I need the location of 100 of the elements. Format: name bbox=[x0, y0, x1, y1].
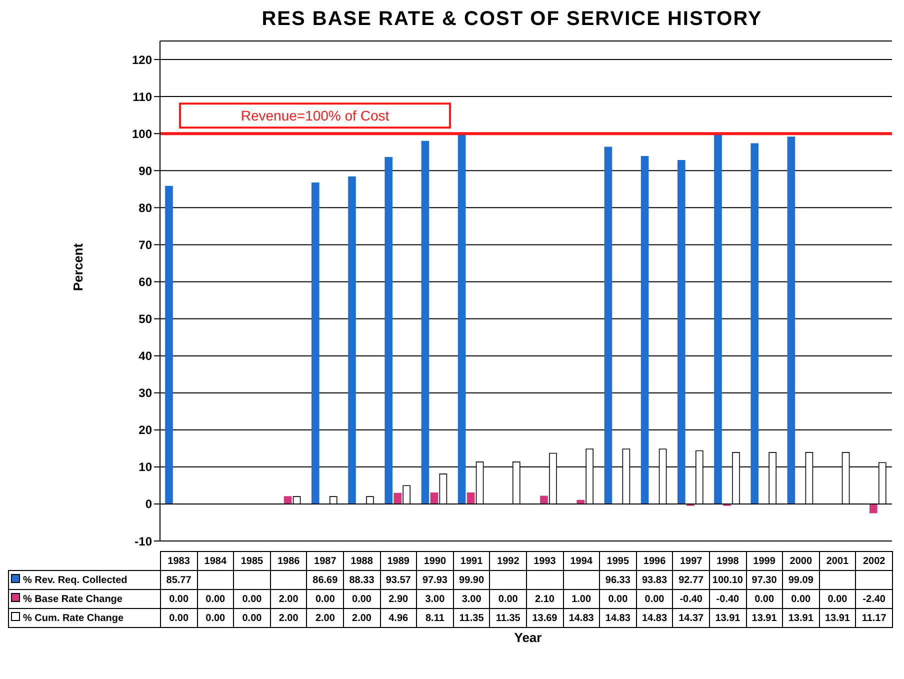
data-label: 11.17 bbox=[856, 608, 892, 628]
x-tick-label: 1997 bbox=[672, 552, 710, 570]
y-tick-label: -10 bbox=[134, 534, 152, 548]
callout-box: Revenue=100% of Cost bbox=[179, 102, 451, 129]
x-axis-title: Year bbox=[513, 630, 543, 645]
x-tick-label: 1988 bbox=[343, 552, 380, 570]
x-tick-label: 2001 bbox=[819, 552, 856, 570]
data-label: 97.93 bbox=[416, 570, 454, 590]
data-label: 2.00 bbox=[343, 608, 380, 628]
bar bbox=[540, 496, 548, 504]
data-label: 96.33 bbox=[600, 570, 636, 590]
y-tick-label: 120 bbox=[132, 52, 152, 67]
data-label: 0.00 bbox=[160, 590, 198, 608]
y-tick-label: 110 bbox=[132, 90, 152, 104]
bar bbox=[458, 134, 466, 504]
x-tick-label: 1995 bbox=[600, 552, 636, 570]
y-tick-label: 40 bbox=[138, 349, 152, 364]
data-label: -0.40 bbox=[709, 590, 746, 608]
data-label: 14.83 bbox=[636, 608, 673, 628]
data-label: 3.00 bbox=[453, 590, 490, 608]
data-label: 0.00 bbox=[234, 590, 270, 608]
data-label: 2.00 bbox=[306, 608, 344, 628]
y-tick-label: 90 bbox=[138, 164, 152, 178]
legend-label: % Base Rate Change bbox=[8, 590, 160, 608]
data-label: 0.00 bbox=[343, 590, 380, 608]
bar bbox=[165, 186, 173, 504]
data-label: 11.35 bbox=[490, 608, 526, 628]
bar bbox=[394, 492, 402, 504]
data-label: 14.37 bbox=[672, 608, 710, 628]
data-label: 2.00 bbox=[270, 608, 307, 628]
x-tick-label: 1989 bbox=[380, 552, 417, 570]
data-label: 13.91 bbox=[782, 608, 820, 628]
y-tick-label: 60 bbox=[138, 275, 152, 289]
data-label: 93.57 bbox=[380, 570, 417, 590]
data-label: 0.00 bbox=[234, 608, 270, 628]
x-tick-label: 1992 bbox=[490, 552, 526, 570]
data-label: 2.00 bbox=[270, 590, 307, 608]
bar bbox=[421, 140, 430, 504]
y-tick-label: 10 bbox=[138, 460, 152, 474]
legend-label: % Rev. Req. Collected bbox=[8, 570, 160, 590]
x-tick-label: 1999 bbox=[746, 552, 783, 570]
y-tick-label: 0 bbox=[145, 497, 152, 512]
data-label: 0.00 bbox=[782, 590, 820, 608]
data-label: 0.00 bbox=[600, 590, 636, 608]
x-tick-label: 1998 bbox=[709, 552, 746, 570]
bar bbox=[750, 143, 758, 504]
data-label: 13.91 bbox=[819, 608, 856, 628]
x-tick-label: 1987 bbox=[306, 552, 344, 570]
data-label: -0.40 bbox=[672, 590, 710, 608]
x-tick-label: 1984 bbox=[197, 552, 234, 570]
data-label: 0.00 bbox=[819, 590, 856, 608]
bar bbox=[604, 146, 612, 504]
x-tick-label: 1985 bbox=[234, 552, 270, 570]
data-label: 100.10 bbox=[709, 570, 746, 590]
data-label: 13.91 bbox=[746, 608, 783, 628]
data-label: 14.83 bbox=[600, 608, 636, 628]
data-label: 0.00 bbox=[306, 590, 344, 608]
data-label: 97.30 bbox=[746, 570, 783, 590]
data-label: 0.00 bbox=[636, 590, 673, 608]
bar bbox=[787, 136, 796, 504]
bar bbox=[640, 156, 649, 504]
x-tick-label: 1996 bbox=[636, 552, 673, 570]
data-label: 93.83 bbox=[636, 570, 673, 590]
y-tick-label: 50 bbox=[138, 312, 152, 326]
y-tick-label: 80 bbox=[138, 200, 152, 215]
data-label: 92.77 bbox=[672, 570, 710, 590]
data-label: 0.00 bbox=[197, 608, 234, 628]
data-label: 0.00 bbox=[746, 590, 783, 608]
y-tick-label: 20 bbox=[138, 423, 152, 438]
legend-label: % Cum. Rate Change bbox=[8, 608, 160, 628]
y-axis-title: Percent bbox=[70, 242, 86, 291]
data-label: 11.35 bbox=[453, 608, 490, 628]
data-label: 0.00 bbox=[197, 590, 234, 608]
data-label: 2.10 bbox=[526, 590, 564, 608]
data-label: 4.96 bbox=[380, 608, 417, 628]
x-tick-label: 1986 bbox=[270, 552, 307, 570]
data-label: 14.83 bbox=[563, 608, 600, 628]
x-tick-label: 1990 bbox=[416, 552, 454, 570]
data-label: 85.77 bbox=[160, 570, 198, 590]
y-tick-label: 70 bbox=[138, 238, 152, 252]
data-label: -2.40 bbox=[856, 590, 892, 608]
y-tick-label: 30 bbox=[138, 386, 152, 400]
ref-line-label: Revenue=100% of Cost bbox=[240, 108, 390, 124]
data-label: 1.00 bbox=[563, 590, 600, 608]
data-label: 86.69 bbox=[306, 570, 344, 590]
data-label: 8.11 bbox=[416, 608, 454, 628]
bar bbox=[348, 176, 356, 504]
data-label: 99.09 bbox=[782, 570, 820, 590]
data-label: 13.69 bbox=[526, 608, 564, 628]
data-label: 88.33 bbox=[343, 570, 380, 590]
bar bbox=[677, 160, 686, 504]
bar bbox=[384, 157, 392, 504]
data-label: 0.00 bbox=[160, 608, 198, 628]
bar bbox=[869, 504, 878, 514]
data-label: 0.00 bbox=[490, 590, 526, 608]
x-tick-label: 2000 bbox=[782, 552, 820, 570]
x-tick-label: 2002 bbox=[856, 552, 892, 570]
data-label: 2.90 bbox=[380, 590, 417, 608]
data-label: 3.00 bbox=[416, 590, 454, 608]
x-tick-label: 1983 bbox=[160, 552, 198, 570]
